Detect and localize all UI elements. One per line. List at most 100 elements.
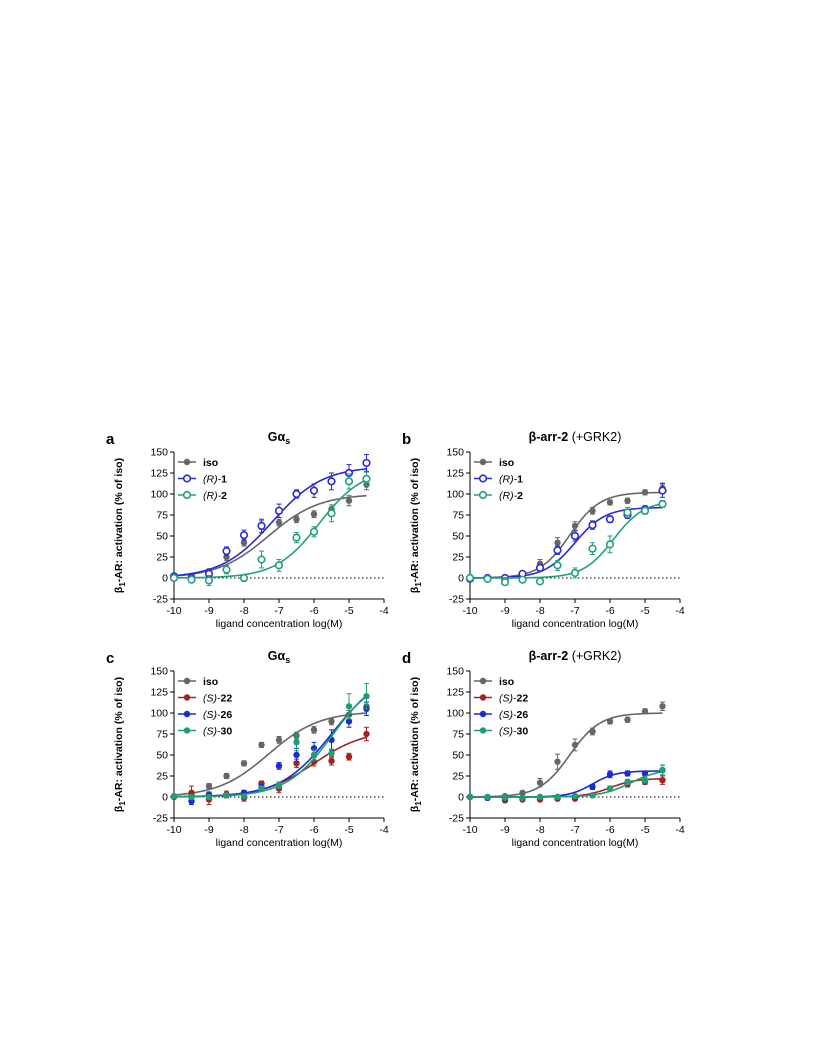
data-point — [274, 561, 284, 570]
data-point — [293, 516, 300, 523]
series-2 — [169, 471, 371, 587]
x-tick-label: -7 — [570, 824, 579, 836]
legend-label: (R)-2 — [203, 490, 227, 502]
panel-c: c Gαs -25 0 25 50 75 100 125 150 -10 -9 -8 -7 -6 -5 -4 li… — [104, 645, 404, 857]
data-point — [239, 531, 249, 540]
x-tick-label: -7 — [274, 605, 283, 617]
y-tick-label: 125 — [446, 687, 464, 699]
x-tick-label: -7 — [570, 605, 579, 617]
panel-a: a Gαs -25 0 25 50 75 100 125 150 -10 -9 -8 -7 -6 -5 -4 li… — [104, 426, 404, 638]
data-point — [536, 793, 544, 801]
legend-marker — [479, 694, 487, 701]
legend-item: (S)-26 — [474, 709, 528, 721]
data-point — [363, 730, 370, 738]
data-point — [624, 716, 631, 723]
legend-item: iso — [178, 676, 218, 688]
data-point — [624, 770, 631, 777]
x-tick-label: -6 — [605, 824, 614, 836]
legend-marker — [183, 694, 191, 701]
data-point — [519, 789, 526, 796]
x-axis-label: ligand concentration log(M) — [512, 837, 639, 849]
legend-item: (R)-1 — [178, 473, 227, 485]
data-point — [484, 793, 491, 801]
data-point — [205, 782, 213, 790]
y-tick-label: -25 — [153, 594, 168, 606]
y-tick-label: -25 — [449, 594, 464, 606]
fit-curve — [173, 494, 367, 577]
data-point — [257, 555, 266, 564]
x-tick-label: -8 — [239, 824, 248, 836]
y-axis-label: β1-AR: activation (% of iso) — [409, 677, 423, 812]
y-tick-label: 0 — [162, 792, 168, 804]
data-point — [275, 762, 283, 770]
x-tick-label: -4 — [379, 824, 388, 836]
legend-label: (S)-22 — [203, 692, 232, 704]
x-axis-label: ligand concentration log(M) — [512, 618, 639, 630]
series-0 — [170, 701, 370, 800]
series-2 — [465, 499, 667, 587]
data-point — [519, 794, 526, 802]
data-point — [659, 703, 666, 710]
legend: iso (S)-22 (S)-26 (S)-30 — [178, 676, 232, 737]
x-tick-label: -10 — [166, 605, 181, 617]
legend-item: (R)-2 — [474, 490, 523, 502]
legend-label: (R)-2 — [499, 490, 523, 502]
legend: iso (R)-1 (R)-2 — [474, 457, 523, 502]
data-point — [223, 772, 230, 780]
y-tick-label: 50 — [156, 531, 168, 543]
data-point — [275, 519, 283, 526]
y-tick-label: 100 — [446, 708, 464, 720]
data-point — [658, 499, 667, 509]
legend-item: iso — [178, 457, 218, 469]
y-tick-label: 100 — [150, 708, 168, 720]
panel-b: b β-arr-2 (+GRK2) -25 0 25 50 75 100 125 150 -10 -9… — [400, 426, 700, 638]
data-point — [518, 575, 527, 584]
x-tick-label: -10 — [166, 824, 181, 836]
data-point — [605, 540, 615, 549]
data-point — [275, 782, 283, 789]
x-tick-label: -5 — [640, 605, 649, 617]
series-1 — [169, 454, 371, 583]
x-tick-label: -4 — [675, 824, 684, 836]
x-tick-label: -10 — [462, 605, 477, 617]
legend-label: (R)-1 — [203, 473, 227, 485]
data-point — [624, 778, 631, 786]
x-tick-label: -6 — [309, 605, 318, 617]
legend-marker — [479, 677, 487, 685]
legend-item: (S)-22 — [474, 692, 528, 704]
data-point — [641, 489, 649, 496]
legend-label: (S)-26 — [499, 709, 528, 721]
data-point — [222, 547, 231, 556]
series-1 — [170, 726, 370, 806]
y-tick-label: 25 — [156, 771, 168, 783]
y-axis-label: β1-AR: activation (% of iso) — [113, 677, 127, 812]
legend-marker — [479, 710, 487, 718]
data-point — [240, 539, 248, 546]
data-point — [345, 703, 353, 710]
legend-marker — [183, 727, 191, 734]
data-point — [659, 766, 666, 774]
x-tick-label: -4 — [379, 605, 388, 617]
legend-label: (S)-30 — [203, 725, 232, 737]
data-point — [258, 785, 265, 792]
y-tick-label: 25 — [452, 771, 464, 783]
data-point — [188, 793, 195, 801]
data-point — [483, 574, 492, 583]
series-3 — [170, 683, 370, 801]
data-point — [589, 792, 596, 799]
legend-marker — [479, 458, 487, 466]
legend-item: (R)-2 — [178, 490, 227, 502]
x-tick-label: -9 — [500, 605, 509, 617]
fit-curve — [173, 479, 367, 579]
data-point — [309, 486, 319, 495]
legend-label: iso — [203, 676, 218, 688]
legend-marker — [183, 458, 191, 466]
data-point — [465, 573, 475, 583]
series-0 — [466, 701, 666, 801]
x-tick-label: -5 — [640, 824, 649, 836]
data-point — [240, 760, 248, 767]
data-point — [327, 477, 336, 486]
data-point — [571, 741, 579, 749]
x-axis-label: ligand concentration log(M) — [216, 618, 343, 630]
x-tick-label: -10 — [462, 824, 477, 836]
